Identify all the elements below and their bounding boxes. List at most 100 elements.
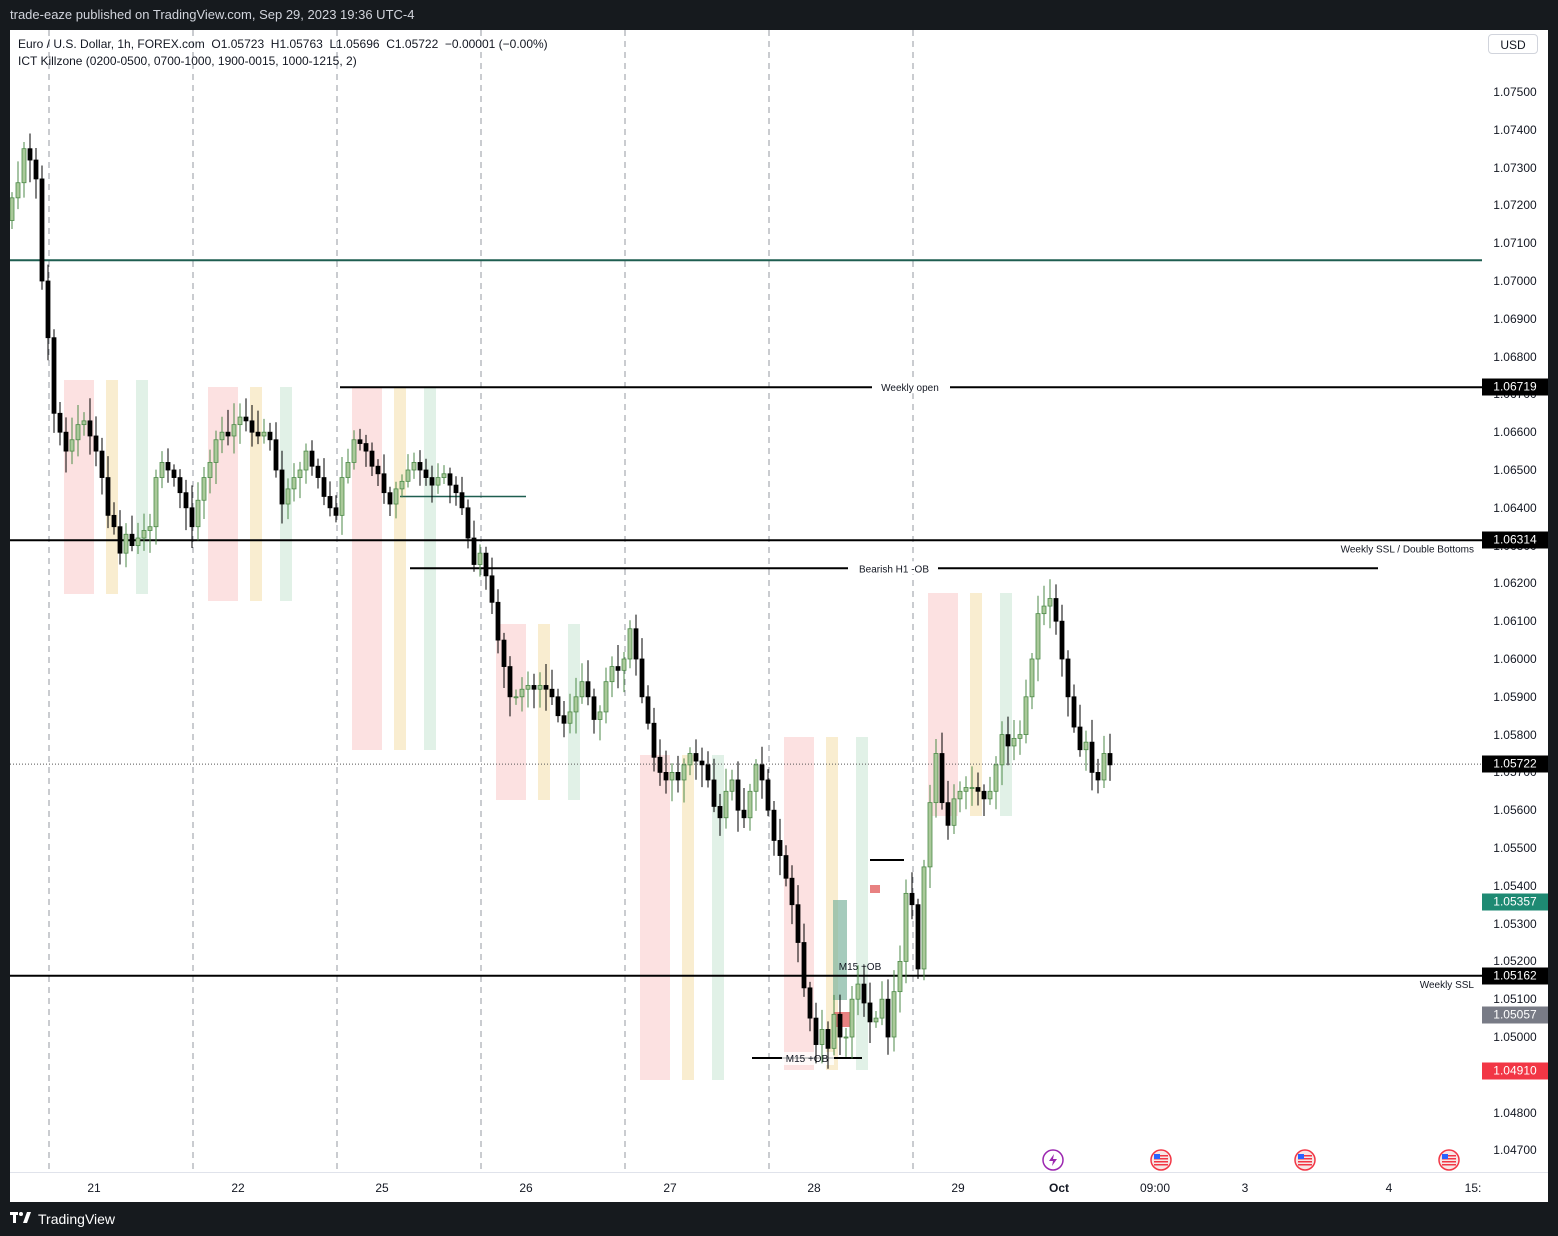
price-tick: 1.04700 [1493,1143,1537,1158]
candle-body [597,711,603,720]
us-flag-event-icon[interactable] [1294,1149,1316,1171]
time-label: 29 [951,1181,965,1195]
candle-body [453,484,459,494]
candle-body [885,998,891,1038]
candle-body [327,496,333,509]
candle-body [975,787,981,792]
price-tick: 1.05200 [1493,954,1537,969]
candle-body [1059,620,1065,660]
bearish-ob-label: Bearish H1 -OB [859,564,929,575]
price-label: 1.06719 [1482,378,1548,396]
candle-body [1017,734,1023,739]
candlestick-chart[interactable]: Weekly open Weekly SSL / Double Bottoms Be… [10,30,1482,1172]
candle-body [549,688,555,698]
candle-body [669,772,675,781]
candle-body [1077,726,1083,751]
us-flag-event-icon[interactable] [1438,1149,1460,1171]
candle-body [747,790,753,819]
candle-body [567,711,573,724]
candle-body [741,809,747,819]
price-tick: 1.06200 [1493,576,1537,591]
tradingview-logo[interactable]: TradingView [10,1210,115,1228]
candle-body [141,530,147,539]
candle-body [489,575,495,603]
price-tick: 1.06900 [1493,311,1537,326]
candle-body [471,537,477,565]
candle-body [1065,658,1071,698]
candle-body [207,462,213,478]
candle-body [171,469,177,478]
price-tick: 1.07500 [1493,85,1537,99]
candle-body [687,753,693,766]
price-tick: 1.06600 [1493,425,1537,440]
dividend-lightning-icon[interactable] [1042,1149,1064,1171]
m15-ob-label-top: M15 +OB [839,962,882,973]
candle-body [237,416,243,426]
candle-body [57,412,63,433]
candle-body [411,462,417,471]
price-axis[interactable]: USD 1.07500 1.07400 1.07300 1.07200 1.07100 1… [1482,30,1548,1172]
candle-body [615,666,621,671]
candle-body [513,696,519,699]
candle-body [45,280,51,339]
price-tick: 1.05800 [1493,727,1537,742]
time-axis[interactable]: 21 22 25 26 27 28 29 Oct 09:00 3 4 15: [10,1172,1548,1202]
time-label: 4 [1385,1181,1393,1195]
time-label: 09:00 [1139,1181,1171,1195]
candle-body [495,601,501,641]
candle-body [987,790,993,800]
candle-body [927,802,933,868]
candle-body [501,639,507,667]
candle-body [267,431,273,441]
currency-button[interactable]: USD [1488,34,1538,54]
candle-body [891,991,897,1038]
candle-body [579,681,585,698]
killzone-asia [496,624,526,800]
candle-body [981,790,987,800]
candle-body [219,431,225,441]
candle-body [111,514,117,528]
candle-body [369,450,375,467]
candle-body [519,688,525,698]
candle-body [999,734,1005,766]
time-label: 27 [663,1181,677,1195]
killzone-ny [856,737,868,1070]
candle-body [165,462,171,471]
candle-body [159,462,165,478]
label-bg [872,380,950,394]
candle-body [315,465,321,478]
price-tick: 1.05400 [1493,878,1537,893]
candle-body [813,1017,819,1045]
price-tick: 1.06800 [1493,349,1537,364]
candle-body [903,892,909,962]
price-tick: 1.06100 [1493,614,1537,629]
candle-body [309,450,315,467]
candle-body [153,477,159,528]
price-label: 1.05722 [1482,755,1548,773]
us-flag-event-icon[interactable] [1150,1149,1172,1171]
candle-body [393,488,399,505]
killzone-london [538,624,550,800]
candle-body [1107,753,1113,766]
candle-body [849,998,855,1038]
candle-body [363,443,369,452]
candle-body [795,904,801,943]
candle-body [507,666,513,698]
candle-body [957,790,963,800]
candle-body [645,696,651,724]
chart-area[interactable]: Weekly open Weekly SSL / Double Bottoms Be… [10,30,1483,1172]
candle-body [801,942,807,989]
candle-body [405,469,411,482]
candle-body [189,507,195,528]
candle-body [81,420,87,426]
candle-body [123,533,129,554]
indicator-label[interactable]: ICT Killzone (0200-0500, 0700-1000, 1900… [18,54,357,68]
price-label: 1.06314 [1482,531,1548,549]
candle-body [273,439,279,471]
candle-body [639,658,645,698]
candle-body [525,685,531,690]
candle-body [423,469,429,478]
candle-body [603,681,609,713]
symbol-title[interactable]: Euro / U.S. Dollar, 1h, FOREX.com [18,37,205,51]
candle-body [807,987,813,1019]
